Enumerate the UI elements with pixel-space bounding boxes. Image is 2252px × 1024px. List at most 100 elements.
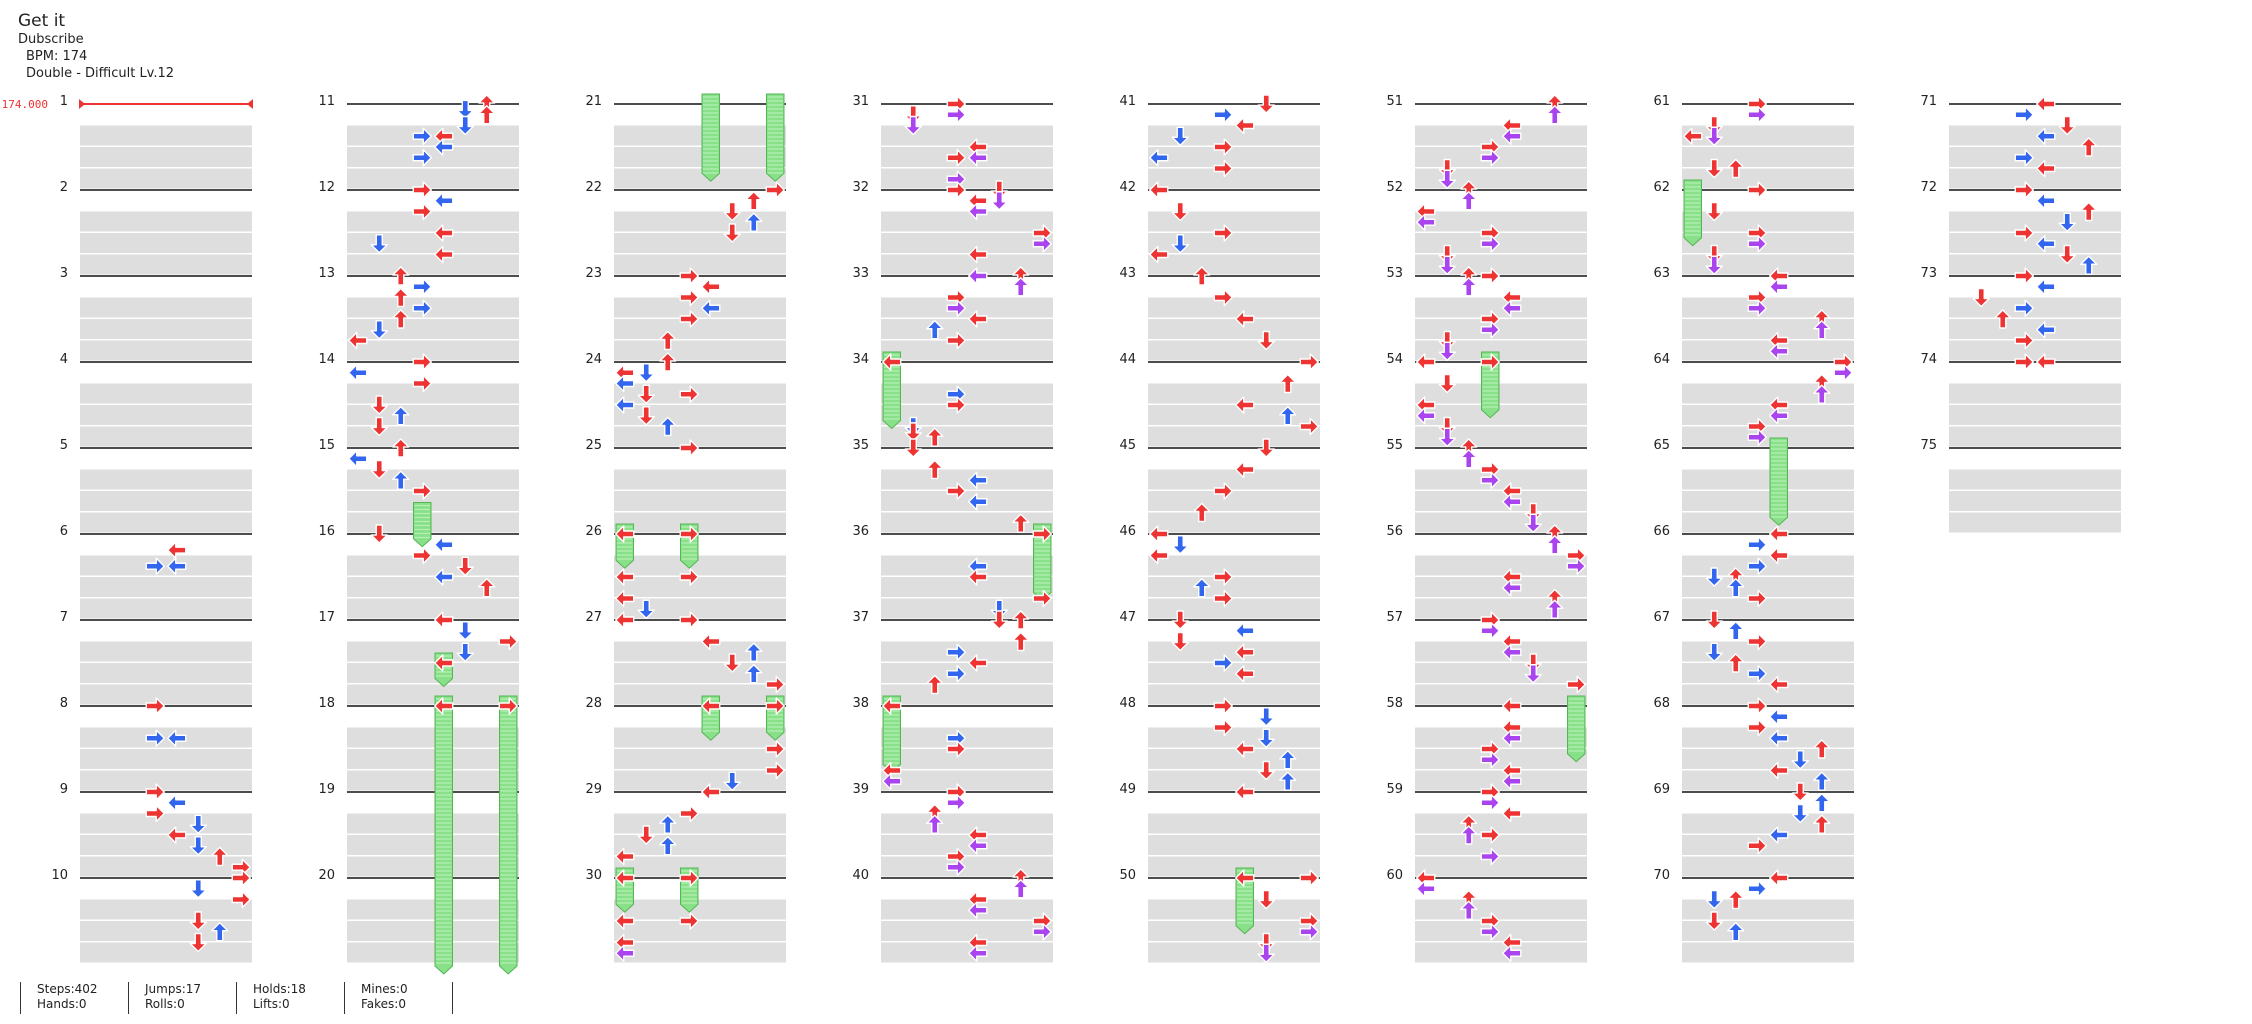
measure-26: 26 bbox=[585, 524, 786, 619]
beat-band bbox=[80, 512, 252, 533]
beat-band bbox=[1949, 491, 2121, 511]
arrow-left-icon bbox=[1769, 729, 1789, 747]
beat-band bbox=[1415, 899, 1587, 920]
arrow-right-icon bbox=[1213, 159, 1233, 178]
arrow-left-icon bbox=[1769, 525, 1789, 543]
beat-band bbox=[614, 727, 786, 748]
beat-band bbox=[1682, 899, 1854, 920]
measure-61: 61 bbox=[1653, 94, 1854, 189]
measure-number: 17 bbox=[318, 610, 335, 625]
arrow-left-icon bbox=[2036, 192, 2056, 210]
beat-band bbox=[1415, 211, 1587, 232]
arrow-right-icon bbox=[498, 632, 518, 651]
beat-band bbox=[1415, 233, 1587, 253]
measure-number: 51 bbox=[1386, 94, 1403, 109]
arrow-right-icon bbox=[1213, 718, 1233, 737]
measure-48: 48 bbox=[1119, 696, 1320, 791]
beat-band bbox=[1682, 684, 1854, 705]
measure-21: 21 bbox=[585, 94, 786, 189]
arrow-left-icon bbox=[348, 450, 368, 468]
arrow-down-icon bbox=[370, 395, 388, 415]
arrow-down-icon bbox=[1257, 707, 1275, 727]
beat-band bbox=[881, 254, 1053, 275]
beat-band bbox=[1415, 598, 1587, 619]
beat-band bbox=[1682, 254, 1854, 275]
beat-band bbox=[80, 319, 252, 339]
beat-band bbox=[1682, 211, 1854, 232]
arrow-down-icon bbox=[1791, 803, 1809, 824]
beat-band bbox=[1148, 577, 1320, 597]
beat-band bbox=[347, 555, 519, 576]
arrow-right-icon bbox=[765, 181, 785, 199]
beat-band bbox=[1148, 813, 1320, 834]
measure-36: 36 bbox=[852, 524, 1053, 619]
arrow-down-icon bbox=[456, 556, 474, 576]
beat-band bbox=[614, 469, 786, 490]
arrow-left-icon bbox=[882, 772, 902, 790]
beat-band bbox=[881, 469, 1053, 490]
measure-number: 70 bbox=[1653, 868, 1670, 883]
beat-band bbox=[1415, 835, 1587, 855]
arrow-right-icon bbox=[1299, 353, 1319, 371]
arrow-down-icon bbox=[370, 459, 388, 480]
measure-number: 38 bbox=[852, 696, 869, 711]
measure-35: 35 bbox=[852, 438, 1053, 533]
measure-60: 60 bbox=[1386, 868, 1587, 963]
measure-24: 24 bbox=[585, 352, 786, 447]
beat-band bbox=[881, 641, 1053, 662]
measure-14: 14 bbox=[318, 352, 519, 447]
beat-band bbox=[80, 921, 252, 941]
arrow-left-icon bbox=[1149, 546, 1169, 565]
beat-band bbox=[347, 813, 519, 834]
arrow-left-icon bbox=[434, 224, 454, 242]
arrow-up-icon bbox=[1546, 599, 1564, 619]
measure-number: 18 bbox=[318, 696, 335, 711]
measure-number: 72 bbox=[1920, 180, 1937, 195]
arrow-down-icon bbox=[1705, 201, 1723, 222]
beat-band bbox=[1148, 684, 1320, 705]
measure-28: 28 bbox=[585, 696, 786, 791]
arrow-left-icon bbox=[882, 353, 902, 371]
arrow-right-icon bbox=[1032, 923, 1052, 941]
arrow-left-icon bbox=[434, 192, 454, 210]
measure-number: 39 bbox=[852, 782, 869, 797]
arrow-left-icon bbox=[615, 374, 635, 393]
measure-66: 66 bbox=[1653, 524, 1854, 619]
beat-band bbox=[347, 147, 519, 167]
arrow-down-icon bbox=[1524, 502, 1542, 523]
arrow-up-icon bbox=[1727, 578, 1745, 598]
measure-68: 68 bbox=[1653, 696, 1854, 791]
arrow-right-icon bbox=[2014, 224, 2034, 242]
beat-band bbox=[1148, 856, 1320, 877]
arrow-left-icon bbox=[1235, 622, 1255, 640]
beat-band bbox=[1682, 727, 1854, 748]
arrow-up-icon bbox=[478, 105, 496, 125]
beat-band bbox=[347, 899, 519, 920]
beat-band bbox=[614, 684, 786, 705]
beat-band bbox=[881, 297, 1053, 318]
arrow-left-icon bbox=[434, 568, 454, 586]
arrow-right-icon bbox=[946, 149, 966, 167]
arrow-down-icon bbox=[723, 653, 741, 673]
measure-number: 34 bbox=[852, 352, 869, 367]
arrow-up-icon bbox=[1727, 621, 1745, 641]
beat-band bbox=[881, 211, 1053, 232]
measure-number: 66 bbox=[1653, 524, 1670, 539]
beat-band bbox=[614, 555, 786, 576]
beat-band bbox=[1148, 555, 1320, 576]
arrow-up-icon bbox=[1279, 373, 1297, 394]
arrow-right-icon bbox=[231, 890, 251, 909]
arrow-right-icon bbox=[1213, 288, 1233, 307]
arrow-up-icon bbox=[1813, 771, 1831, 791]
arrow-left-icon bbox=[348, 331, 368, 350]
arrow-right-icon bbox=[1032, 235, 1052, 253]
beat-band bbox=[1415, 813, 1587, 834]
arrow-down-icon bbox=[1257, 760, 1275, 781]
arrow-down-icon bbox=[904, 115, 922, 136]
arrow-up-icon bbox=[659, 836, 677, 856]
hold-note bbox=[766, 93, 785, 182]
measure-number: 6 bbox=[60, 524, 68, 539]
beat-band bbox=[1949, 211, 2121, 232]
arrow-right-icon bbox=[679, 611, 699, 629]
arrow-up-icon bbox=[478, 578, 496, 598]
